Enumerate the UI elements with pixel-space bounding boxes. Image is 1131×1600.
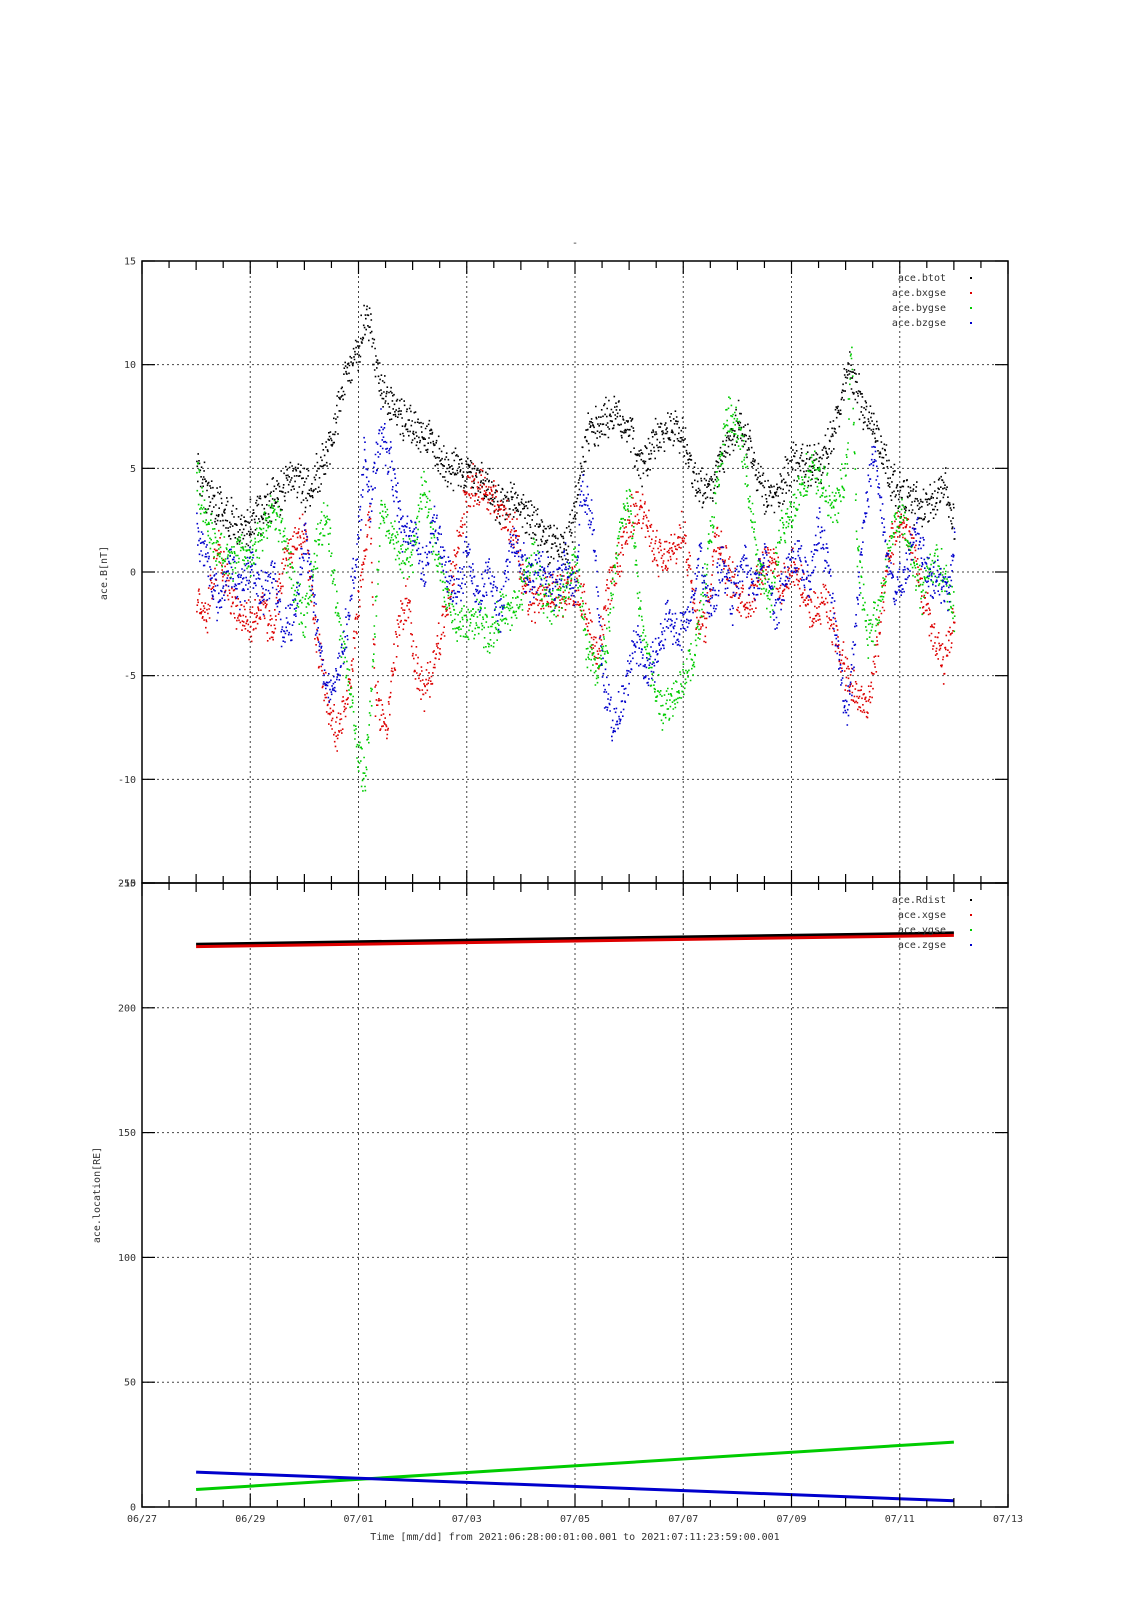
location-legend-label: ace.xgse (898, 910, 946, 921)
location-panel: 250 200 150 100 50 0 ace.location[RE] ace.Rdi… (92, 879, 1009, 1514)
magnetic-field-y-tick-label: 0 (130, 568, 136, 579)
location-series-ace.Rdist (196, 931, 954, 946)
x-tick-label: 07/13 (993, 1514, 1023, 1525)
location-legend-marker (970, 929, 972, 931)
location-legend-marker (970, 899, 972, 901)
magnetic-field-y-tick-label: -15 (118, 879, 136, 890)
location-series-ace.zgse (196, 1470, 954, 1503)
magnetic-field-y-axis-label: ace.B[nT] (99, 546, 110, 600)
x-tick-label: 06/27 (127, 1514, 157, 1525)
magnetic-field-y-tick-label: -10 (118, 775, 136, 786)
location-y-tick-label: 50 (124, 1378, 136, 1389)
location-legend-label: ace.Rdist (892, 895, 946, 906)
location-data (196, 931, 954, 1503)
x-tick-label: 07/01 (343, 1514, 373, 1525)
location-y-tick-label: 250 (118, 879, 136, 890)
magnetic-field-series-ace.btot-points (196, 304, 956, 570)
location-series-ace.ygse (196, 1440, 954, 1491)
location-legend-label: ace.zgse (898, 940, 946, 951)
location-legend-marker (970, 914, 972, 916)
location-grid (142, 883, 1008, 1507)
magnetic-field-series-ace.bzgse-points (196, 408, 956, 742)
location-y-tick-labels: 250 200 150 100 50 0 (118, 879, 136, 1514)
location-y-tick-label: 150 (118, 1128, 136, 1139)
x-tick-label: 07/05 (560, 1514, 590, 1525)
magnetic-field-y-tick-label: 10 (124, 360, 136, 371)
magnetic-field-legend-label: ace.bzgse (892, 318, 946, 329)
location-series-ace.xgse-line (196, 933, 954, 949)
magnetic-field-y-tick-labels: 15 10 5 0 -5 -10 -15 (118, 257, 136, 890)
location-legend: ace.Rdist ace.xgse ace.ygse ace.zgse (892, 895, 972, 951)
magnetic-field-legend-marker (970, 292, 972, 294)
magnetic-field-y-tick-label: 15 (124, 257, 136, 268)
magnetic-field-legend-marker (970, 322, 972, 324)
location-y-tick-label: 200 (118, 1003, 136, 1014)
magnetic-field-series-ace.bzgse (196, 408, 956, 742)
location-legend-marker (970, 944, 972, 946)
magnetic-field-y-tick-label: 5 (130, 464, 136, 475)
location-y-tick-label: 0 (130, 1503, 136, 1514)
figure-top-title: - (572, 238, 578, 249)
magnetic-field-legend-label: ace.btot (898, 273, 946, 284)
magnetic-field-legend-marker (970, 307, 972, 309)
magnetic-field-legend-marker (970, 277, 972, 279)
x-tick-label: 07/09 (776, 1514, 806, 1525)
magnetic-field-legend-label: ace.bxgse (892, 288, 946, 299)
location-series-ace.ygse-line (196, 1440, 954, 1491)
magnetic-field-panel: 15 10 5 0 -5 -10 -15 ace.B[nT] ace.btot ace.bxg… (99, 257, 1009, 890)
location-y-tick-label: 100 (118, 1253, 136, 1264)
location-series-ace.xgse (196, 933, 954, 949)
x-axis-footer: Time [mm/dd] from 2021:06:28:00:01:00.00… (370, 1532, 779, 1543)
magnetic-field-series-ace.btot (196, 304, 956, 570)
magnetic-field-y-tick-label: -5 (124, 671, 136, 682)
location-legend-label: ace.ygse (898, 925, 946, 936)
x-tick-label: 07/11 (885, 1514, 915, 1525)
magnetic-field-legend: ace.btot ace.bxgse ace.bygse ace.bzgse (892, 273, 972, 329)
location-y-axis-label: ace.location[RE] (92, 1147, 103, 1243)
magnetic-field-data (196, 304, 956, 792)
x-axis-tick-labels: 06/27 06/29 07/01 07/03 07/05 07/07 07/09 07/11… (127, 1514, 1023, 1525)
x-tick-label: 06/29 (235, 1514, 265, 1525)
location-series-ace.zgse-line (196, 1470, 954, 1503)
location-series-ace.Rdist-line (196, 931, 954, 946)
x-tick-label: 07/07 (668, 1514, 698, 1525)
location-ticks (141, 882, 1009, 1508)
x-tick-label: 07/03 (452, 1514, 482, 1525)
magnetic-field-legend-label: ace.bygse (892, 303, 946, 314)
